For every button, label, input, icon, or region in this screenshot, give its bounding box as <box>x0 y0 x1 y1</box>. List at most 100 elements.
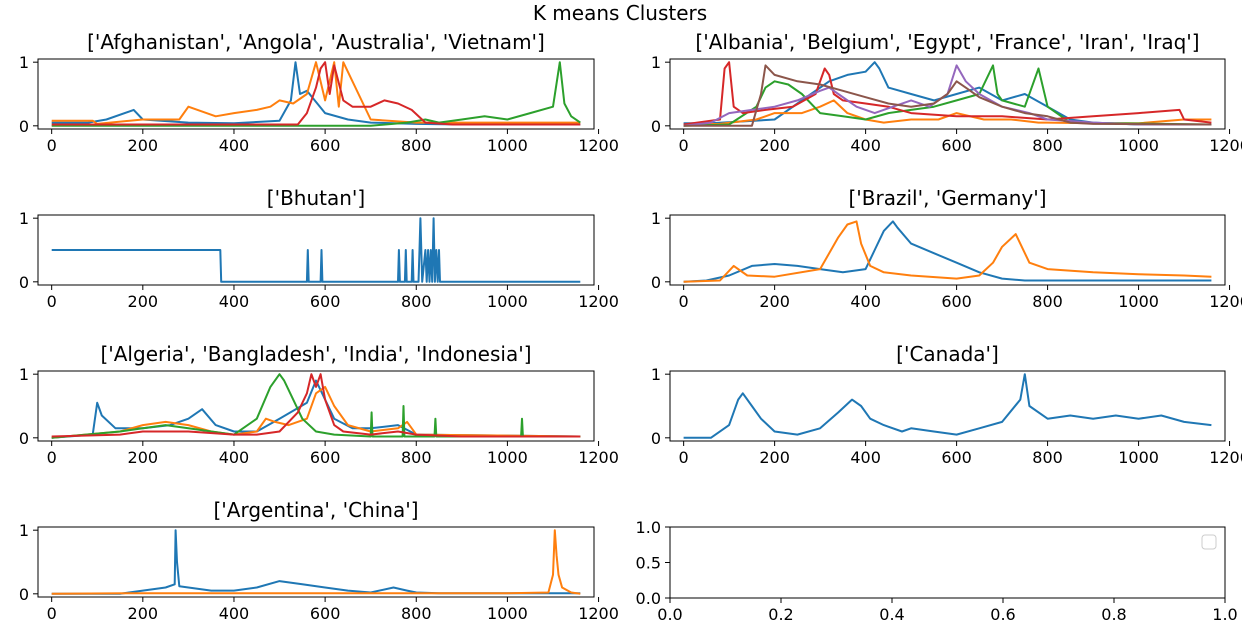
y-tick-label: 0 <box>651 117 661 136</box>
subplot-4: ['Brazil', 'Germany'] 0 200 400 600 800 1000 12… <box>651 186 1242 311</box>
x-tick-label: 1200 <box>1209 448 1242 467</box>
x-tick-label: 0.4 <box>879 605 904 624</box>
x-tick-label: 400 <box>219 136 250 155</box>
x-tick-label: 0 <box>679 136 689 155</box>
axes-frame <box>37 370 595 442</box>
plot-area <box>51 529 581 595</box>
y-tick-label: 1 <box>651 53 661 72</box>
x-tick-label: 1000 <box>487 448 528 467</box>
y-tick-label: 0.0 <box>636 589 661 608</box>
subplots: ['Afghanistan', 'Angola', 'Australia', '… <box>19 30 1242 624</box>
series-line-3 <box>683 64 1212 127</box>
series-line-2 <box>51 385 581 439</box>
y-tick-label: 0 <box>651 429 661 448</box>
x-tick-label: 0 <box>679 292 689 311</box>
subplot-3: ['Bhutan'] 0 200 400 600 800 1000 1200 0 1 <box>19 186 619 311</box>
subplot-7: ['Argentina', 'China'] 0 200 400 600 800 1000 1… <box>19 498 619 623</box>
series-line-4 <box>51 373 581 438</box>
x-tick-label: 200 <box>128 136 159 155</box>
x-tick-label: 600 <box>310 292 341 311</box>
legend-box <box>1201 534 1217 550</box>
y-tick-label: 0 <box>19 117 29 136</box>
x-tick-label: 0.2 <box>768 605 793 624</box>
series-line-4 <box>51 61 581 126</box>
x-tick-label: 600 <box>941 292 972 311</box>
y-tick-label: 1 <box>651 365 661 384</box>
x-tick-label: 0 <box>47 292 57 311</box>
x-tick-label: 1200 <box>578 292 619 311</box>
y-tick-label: 0 <box>651 273 661 292</box>
subplot-8: 0.0 0.2 0.4 0.6 0.8 1.0 0.0 0.5 1.0 <box>636 518 1238 624</box>
y-tick-label: 0 <box>19 585 29 604</box>
x-tick-label: 800 <box>1032 448 1063 467</box>
x-tick-label: 1200 <box>578 448 619 467</box>
x-tick-label: 800 <box>1032 136 1063 155</box>
x-tick-label: 0.8 <box>1101 605 1126 624</box>
y-tick-label: 0 <box>19 273 29 292</box>
subplot-title: ['Algeria', 'Bangladesh', 'India', 'Indo… <box>100 342 531 366</box>
x-tick-label: 800 <box>401 292 432 311</box>
plot-area <box>51 61 581 127</box>
series-line-3 <box>51 373 581 439</box>
series-line-4 <box>683 61 1212 126</box>
x-tick-label: 400 <box>219 604 250 623</box>
y-tick-label: 1 <box>651 209 661 228</box>
series-line-2 <box>51 529 581 595</box>
figure-title: K means Clusters <box>533 1 707 25</box>
y-tick-label: 1 <box>19 53 29 72</box>
x-tick-label: 1000 <box>1118 292 1159 311</box>
x-tick-label: 400 <box>850 292 881 311</box>
series-line-1 <box>683 373 1212 439</box>
series-line-3 <box>51 61 581 127</box>
series-line-1 <box>51 217 581 283</box>
plot-area <box>683 220 1212 283</box>
x-tick-label: 200 <box>759 292 790 311</box>
x-tick-label: 800 <box>1032 292 1063 311</box>
subplot-5: ['Algeria', 'Bangladesh', 'India', 'Indo… <box>19 342 619 467</box>
x-tick-label: 800 <box>401 136 432 155</box>
y-tick-label: 1 <box>19 521 29 540</box>
plot-area <box>51 373 581 439</box>
x-tick-label: 200 <box>128 448 159 467</box>
x-tick-label: 1200 <box>1209 292 1242 311</box>
x-tick-label: 1200 <box>578 604 619 623</box>
x-tick-label: 800 <box>401 448 432 467</box>
x-tick-label: 1200 <box>1209 136 1242 155</box>
series-line-2 <box>683 220 1212 283</box>
plot-area <box>51 217 581 283</box>
x-tick-label: 600 <box>310 136 341 155</box>
subplot-2: ['Albania', 'Belgium', 'Egypt', 'France'… <box>651 30 1242 155</box>
subplot-title: ['Afghanistan', 'Angola', 'Australia', '… <box>87 30 545 54</box>
plot-area <box>683 61 1212 127</box>
axes-frame <box>37 58 595 130</box>
x-tick-label: 600 <box>310 604 341 623</box>
subplot-title: ['Argentina', 'China'] <box>214 498 419 522</box>
y-tick-label: 1.0 <box>636 518 661 537</box>
x-tick-label: 400 <box>219 448 250 467</box>
subplot-6: ['Canada'] 0 200 400 600 800 1000 1200 0 1 <box>651 342 1242 467</box>
y-tick-label: 1 <box>19 365 29 384</box>
axes-frame <box>669 214 1226 286</box>
x-tick-label: 600 <box>310 448 341 467</box>
x-tick-label: 0 <box>47 604 57 623</box>
series-line-1 <box>683 220 1212 283</box>
y-tick-label: 0.5 <box>636 554 661 573</box>
x-tick-label: 0 <box>47 448 57 467</box>
subplot-1: ['Afghanistan', 'Angola', 'Australia', '… <box>19 30 619 155</box>
x-tick-label: 0 <box>679 448 689 467</box>
x-tick-label: 1000 <box>487 604 528 623</box>
axes-frame <box>669 58 1226 130</box>
x-tick-label: 400 <box>850 448 881 467</box>
series-line-2 <box>51 61 581 125</box>
x-tick-label: 200 <box>128 604 159 623</box>
x-tick-label: 200 <box>759 448 790 467</box>
x-tick-label: 400 <box>219 292 250 311</box>
y-tick-label: 0 <box>19 429 29 448</box>
x-tick-label: 1000 <box>1118 136 1159 155</box>
subplot-title: ['Canada'] <box>896 342 999 366</box>
subplot-title: ['Albania', 'Belgium', 'Egypt', 'France'… <box>695 30 1199 54</box>
x-tick-label: 0.0 <box>657 605 682 624</box>
x-tick-label: 200 <box>759 136 790 155</box>
x-tick-label: 400 <box>850 136 881 155</box>
